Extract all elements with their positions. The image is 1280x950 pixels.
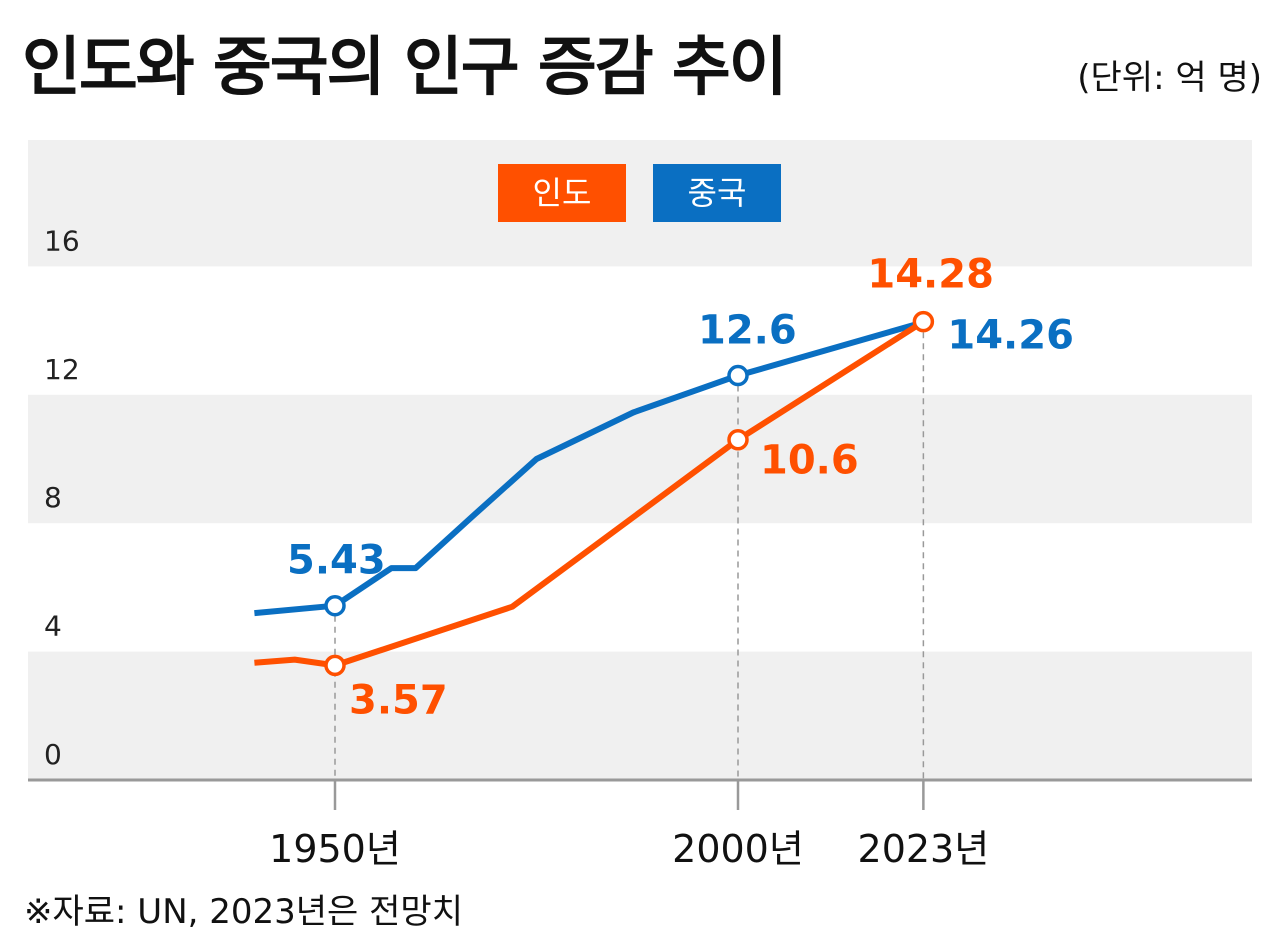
china-marker [324, 594, 346, 617]
x-tick-label: 2000년 [672, 827, 804, 871]
grid-band [28, 651, 1252, 780]
x-tick-label: 1950년 [269, 827, 401, 871]
india-data-label: 10.6 [760, 438, 859, 484]
china-data-label: 14.26 [947, 312, 1074, 358]
y-tick-label: 0 [44, 738, 62, 771]
legend-india-box [498, 164, 626, 222]
india-data-label: 3.57 [349, 677, 448, 723]
source-note: ※자료: UN, 2023년은 전망치 [24, 892, 463, 932]
y-tick-label: 8 [44, 481, 62, 514]
y-tick-label: 4 [44, 610, 62, 643]
grid-band [28, 140, 1252, 267]
line-chart: 0 4 8 12 16 1950년 2000년 2023년 5.43 12.6 14.26 3.57 1… [28, 140, 1252, 871]
india-marker [324, 654, 346, 677]
india-marker [912, 310, 935, 333]
china-data-label: 5.43 [287, 538, 386, 584]
title-row: 인도와 중국의 인구 증감 추이 (단위: 억 명) [22, 14, 1262, 114]
legend-india-label: 인도 [533, 174, 592, 212]
india-marker [727, 428, 749, 451]
y-tick-label: 12 [44, 353, 80, 386]
china-data-label: 12.6 [698, 308, 797, 354]
y-tick-label: 16 [44, 224, 80, 257]
unit-label: (단위: 억 명) [1077, 58, 1262, 98]
china-line [254, 319, 925, 617]
india-data-label: 14.28 [867, 252, 994, 298]
chart-title: 인도와 중국의 인구 증감 추이 [22, 31, 788, 105]
grid-band [28, 394, 1252, 524]
legend-china-box [653, 164, 781, 222]
x-tick-label: 2023년 [858, 827, 990, 871]
legend-china-label: 중국 [688, 174, 747, 212]
china-marker [727, 364, 749, 387]
india-line [254, 319, 926, 669]
